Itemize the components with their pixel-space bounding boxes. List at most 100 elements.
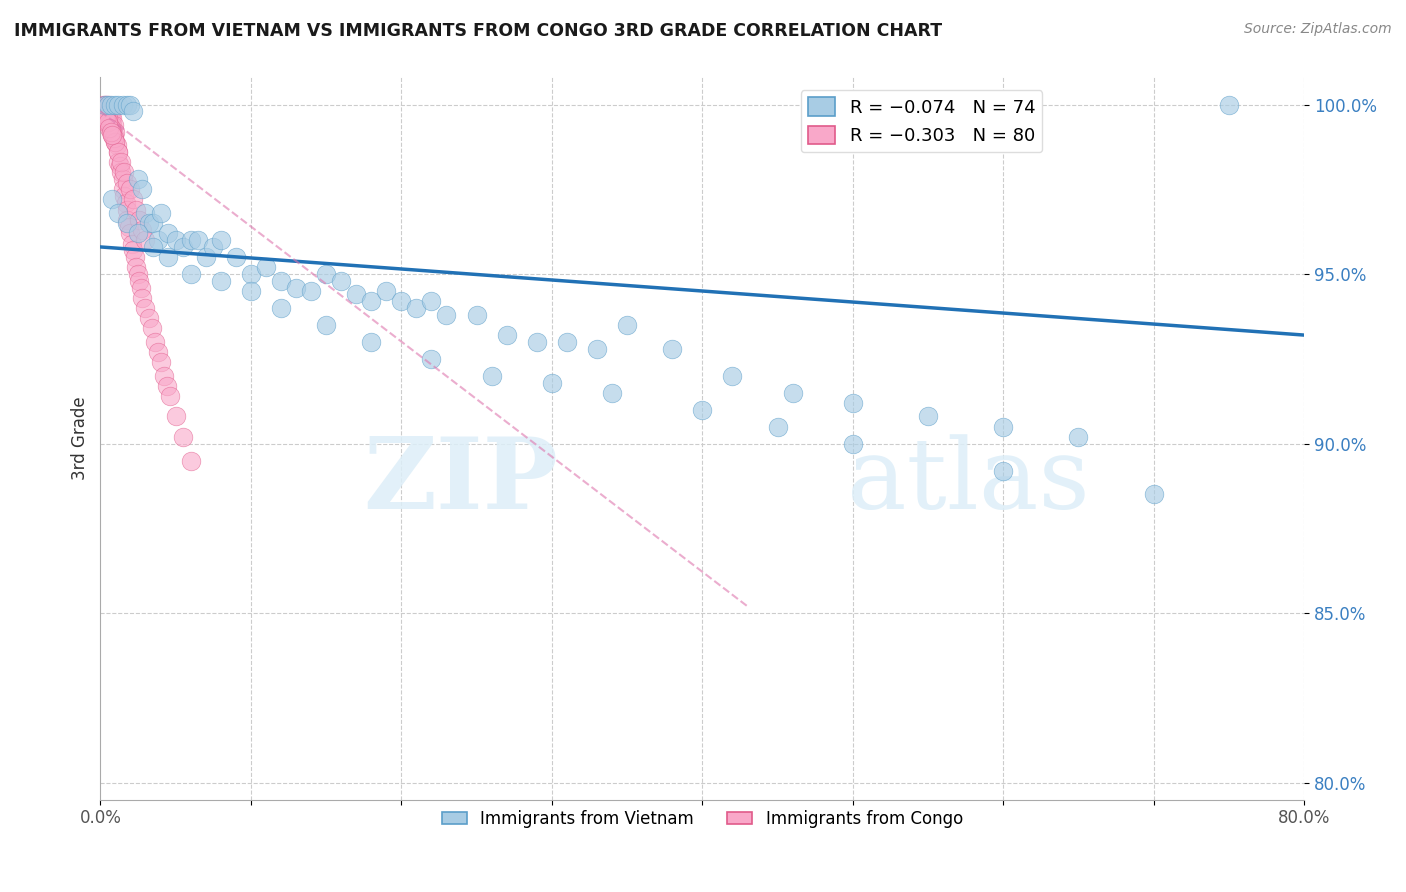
Point xyxy=(107,155,129,169)
Point xyxy=(127,227,149,241)
Point xyxy=(555,334,578,349)
Point xyxy=(436,308,458,322)
Point xyxy=(100,104,122,119)
Point xyxy=(96,111,118,125)
Point xyxy=(94,111,117,125)
Point xyxy=(209,274,232,288)
Point xyxy=(117,212,139,227)
Point xyxy=(97,97,120,112)
Point xyxy=(104,97,127,112)
Point xyxy=(98,118,121,132)
Point xyxy=(194,250,217,264)
Point xyxy=(540,376,562,390)
Point xyxy=(97,104,120,119)
Point xyxy=(93,104,115,119)
Point xyxy=(117,97,139,112)
Point xyxy=(1218,97,1240,112)
Point xyxy=(209,233,232,247)
Point xyxy=(101,193,124,207)
Point xyxy=(146,233,169,247)
Point xyxy=(103,118,125,132)
Point xyxy=(101,128,124,142)
Point xyxy=(96,114,118,128)
Point xyxy=(96,108,118,122)
Point xyxy=(254,260,277,275)
Point xyxy=(127,172,149,186)
Text: Source: ZipAtlas.com: Source: ZipAtlas.com xyxy=(1244,22,1392,37)
Point xyxy=(375,284,398,298)
Point xyxy=(495,328,517,343)
Point xyxy=(122,193,145,207)
Point xyxy=(125,260,148,275)
Point xyxy=(420,294,443,309)
Point xyxy=(917,409,939,424)
Point xyxy=(842,396,865,410)
Point xyxy=(134,206,156,220)
Point xyxy=(721,368,744,383)
Point xyxy=(122,104,145,119)
Point xyxy=(481,368,503,383)
Point xyxy=(180,267,202,281)
Point xyxy=(239,267,262,281)
Point xyxy=(180,233,202,247)
Point xyxy=(107,145,129,159)
Point xyxy=(104,135,127,149)
Point xyxy=(98,121,121,136)
Point xyxy=(330,274,353,288)
Point xyxy=(96,97,118,112)
Point xyxy=(101,111,124,125)
Text: atlas: atlas xyxy=(846,434,1090,530)
Point xyxy=(993,419,1015,434)
Point xyxy=(315,267,337,281)
Point xyxy=(110,165,132,179)
Point xyxy=(172,240,194,254)
Point xyxy=(285,280,308,294)
Point xyxy=(389,294,412,309)
Point xyxy=(526,334,548,349)
Point xyxy=(360,334,382,349)
Point xyxy=(120,227,142,241)
Point xyxy=(98,114,121,128)
Point xyxy=(122,244,145,258)
Point xyxy=(155,379,177,393)
Point xyxy=(1067,430,1090,444)
Point xyxy=(104,135,127,149)
Point xyxy=(142,240,165,254)
Point xyxy=(103,131,125,145)
Point xyxy=(600,385,623,400)
Point xyxy=(100,125,122,139)
Point xyxy=(690,402,713,417)
Point xyxy=(131,291,153,305)
Point xyxy=(117,176,139,190)
Point xyxy=(616,318,638,332)
Point xyxy=(112,189,135,203)
Point xyxy=(344,287,367,301)
Point xyxy=(120,97,142,112)
Point xyxy=(134,301,156,315)
Point xyxy=(586,342,609,356)
Point xyxy=(157,250,180,264)
Point xyxy=(98,104,121,119)
Point xyxy=(100,121,122,136)
Point xyxy=(115,195,138,210)
Point xyxy=(128,274,150,288)
Point xyxy=(124,250,146,264)
Point xyxy=(94,108,117,122)
Point xyxy=(117,202,139,217)
Point xyxy=(138,216,160,230)
Point xyxy=(142,216,165,230)
Text: IMMIGRANTS FROM VIETNAM VS IMMIGRANTS FROM CONGO 3RD GRADE CORRELATION CHART: IMMIGRANTS FROM VIETNAM VS IMMIGRANTS FR… xyxy=(14,22,942,40)
Point xyxy=(842,436,865,450)
Point xyxy=(107,97,129,112)
Point xyxy=(143,334,166,349)
Point xyxy=(225,250,247,264)
Point xyxy=(101,118,124,132)
Point xyxy=(180,453,202,467)
Point xyxy=(420,351,443,366)
Point xyxy=(108,159,131,173)
Point xyxy=(117,216,139,230)
Point xyxy=(107,145,129,159)
Point xyxy=(110,155,132,169)
Point xyxy=(165,233,187,247)
Point xyxy=(270,301,292,315)
